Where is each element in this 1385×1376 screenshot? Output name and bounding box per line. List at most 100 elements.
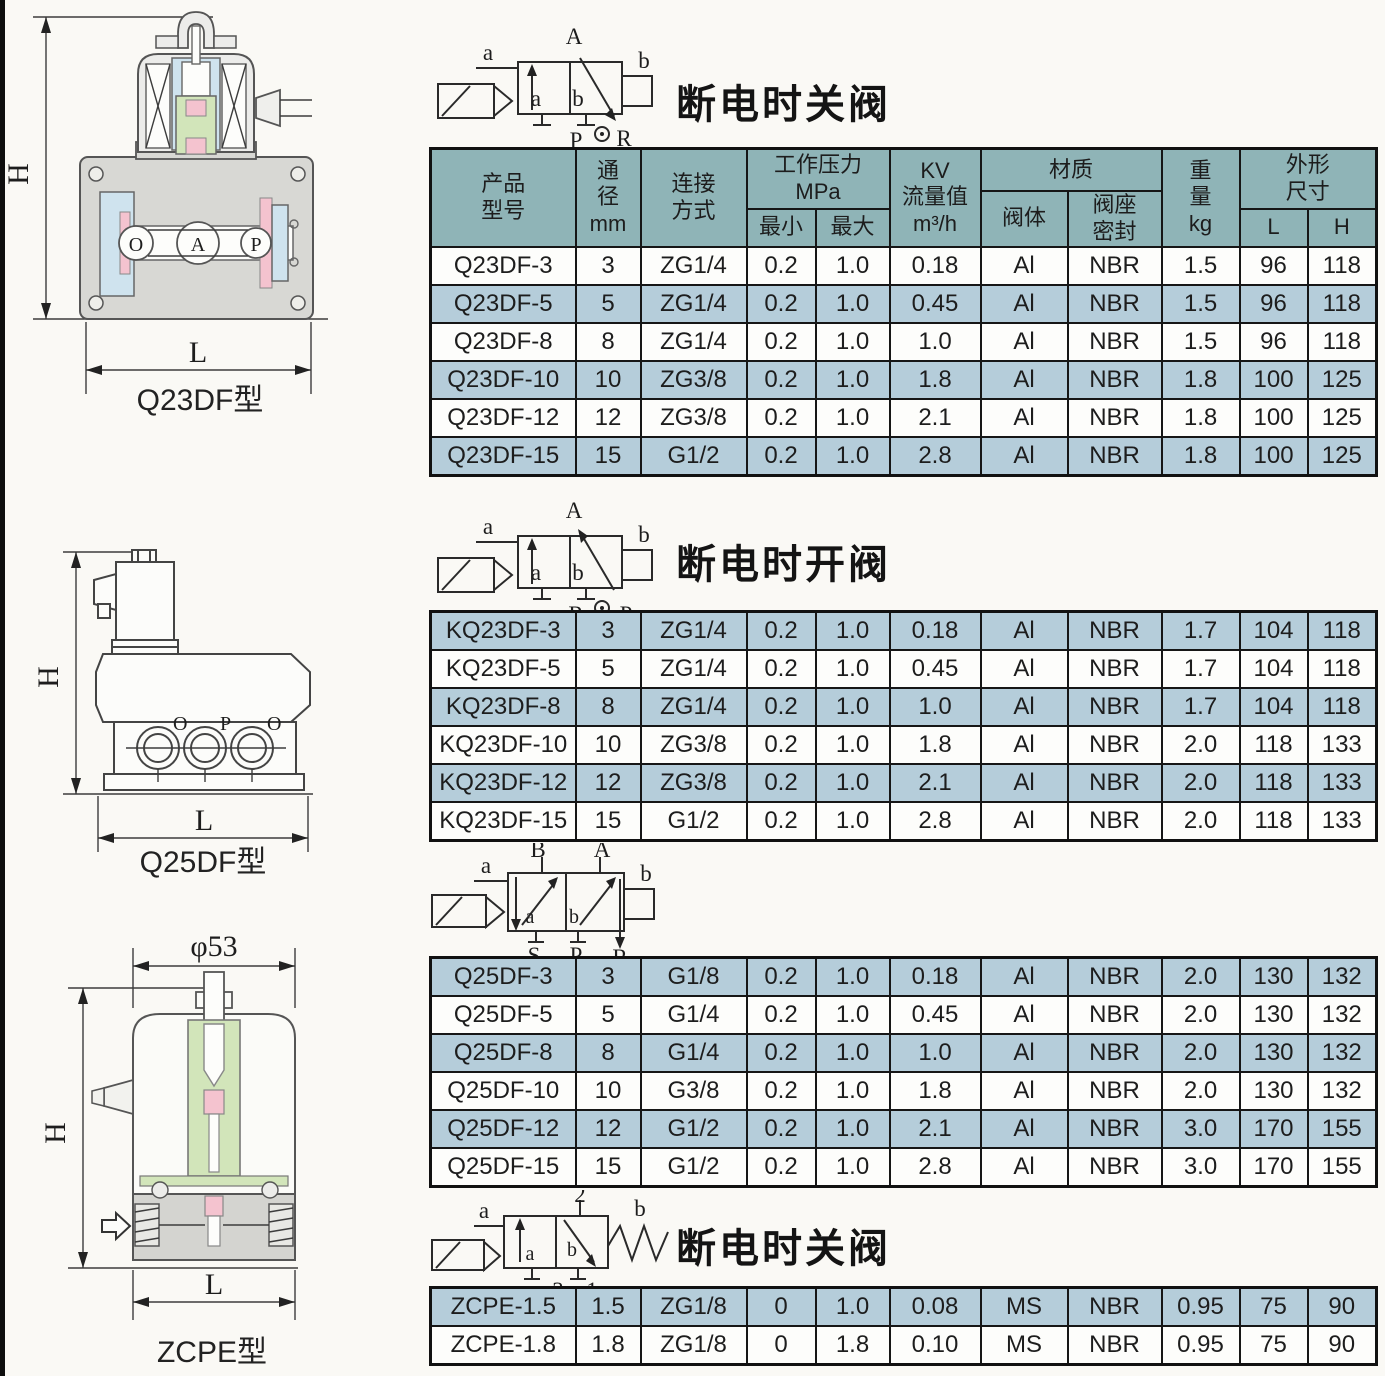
table-cell: ZG3/8: [639, 725, 748, 765]
chamber-label-a: a: [531, 86, 541, 111]
table-cell: 1.0: [814, 649, 891, 689]
table-cell: NBR: [1066, 397, 1163, 438]
table-row: ZCPE-1.5 1.5 ZG1/8 0 1.0 0.08 MS NBR 0.95 75 90: [429, 1286, 1378, 1327]
table-cell: Al: [979, 245, 1069, 286]
col-dims: 外形 尺寸: [1238, 147, 1378, 210]
table-cell: 1.0: [814, 397, 891, 438]
table-cell: G1/2: [639, 1109, 748, 1149]
col-kv: KV 流量值 m³/h: [888, 147, 982, 248]
l-dim-label: L: [195, 804, 213, 837]
table-cell: 90: [1306, 1325, 1378, 1366]
table-cell: 1.7: [1160, 610, 1241, 651]
q25df-outline-drawing: H O P O L Q25DF型: [32, 549, 313, 879]
port-label-b: b: [634, 1196, 646, 1221]
table-cell: 2.0: [1160, 995, 1241, 1035]
table-cell: KQ23DF-12: [429, 763, 577, 803]
table-cell: 5: [574, 995, 642, 1035]
table-cell: NBR: [1066, 687, 1163, 727]
table-cell: 0.45: [888, 649, 982, 689]
table-cell: Q25DF-10: [429, 1071, 577, 1111]
table-row: Q25DF-10 10 G3/8 0.2 1.0 1.8 Al NBR 2.0 130 132: [429, 1071, 1378, 1111]
table-cell: ZG3/8: [639, 359, 748, 400]
port-letter: O: [129, 234, 143, 256]
chamber-label-a: a: [531, 560, 541, 585]
table-cell: ZG3/8: [639, 397, 748, 438]
col-connection: 连接 方式: [639, 147, 748, 248]
spec-table-zcpe: ZCPE-1.5 1.5 ZG1/8 0 1.0 0.08 MS NBR 0.95 75 90 ZCP…: [429, 1286, 1378, 1366]
table-cell: MS: [979, 1286, 1069, 1327]
table-cell: 1.0: [814, 1071, 891, 1111]
drawing-caption: Q23DF型: [137, 384, 264, 417]
table-cell: 15: [574, 435, 642, 477]
table-cell: 1.0: [814, 321, 891, 362]
table-cell: 1.0: [814, 956, 891, 997]
table-cell: NBR: [1066, 1109, 1163, 1149]
table-row: Q23DF-10 10 ZG3/8 0.2 1.0 1.8 Al NBR 1.8 100 125: [429, 359, 1378, 400]
table-cell: 0.45: [888, 995, 982, 1035]
table-cell: 118: [1306, 610, 1378, 651]
table-cell: 118: [1238, 725, 1309, 765]
table-cell: ZG1/4: [639, 245, 748, 286]
table-cell: 0.95: [1160, 1286, 1241, 1327]
table-cell: 130: [1238, 1071, 1309, 1111]
table-cell: 133: [1306, 801, 1378, 842]
table-cell: 8: [574, 321, 642, 362]
pneumatic-symbol-5-2: a B A b a b S P R: [431, 843, 655, 969]
zcpe-section-drawing: φ53 H: [39, 930, 298, 1369]
table-cell: Al: [979, 687, 1069, 727]
table-cell: 100: [1238, 397, 1309, 438]
table-cell: Al: [979, 610, 1069, 651]
chamber-label-b: b: [572, 560, 584, 585]
port-label-B: B: [530, 843, 545, 862]
drawing-caption: ZCPE型: [157, 1336, 267, 1369]
table-cell: 96: [1238, 321, 1309, 362]
table-cell: 133: [1306, 725, 1378, 765]
l-dimension: L: [132, 1268, 296, 1320]
table-cell: 1.5: [574, 1286, 642, 1327]
table-cell: 118: [1306, 245, 1378, 286]
table-cell: NBR: [1066, 1325, 1163, 1366]
port-label-2: 2: [574, 1190, 586, 1207]
table-cell: 1.0: [814, 1286, 891, 1327]
table-cell: NBR: [1066, 1033, 1163, 1073]
table-cell: 130: [1238, 995, 1309, 1035]
spec-table-q25df: Q25DF-3 3 G1/8 0.2 1.0 0.18 Al NBR 2.0 130 132 Q25D…: [429, 956, 1378, 1188]
col-pressure: 工作压力 MPa: [745, 147, 891, 210]
table-cell: KQ23DF-10: [429, 725, 577, 765]
section-title: 断电时关阀: [676, 1227, 891, 1271]
l-dimension: L: [85, 322, 312, 394]
table-cell: Q25DF-5: [429, 995, 577, 1035]
port-label-a: a: [481, 853, 491, 878]
table-cell: Al: [979, 649, 1069, 689]
port-label-A: A: [566, 28, 583, 49]
table-cell: 100: [1238, 435, 1309, 477]
table-cell: 0.95: [1160, 1325, 1241, 1366]
table-cell: 5: [574, 283, 642, 324]
table-cell: NBR: [1066, 649, 1163, 689]
table-header: 产品 型号 通 径 mm 连接 方式 工作压力 MPa KV 流量值 m³/h …: [429, 147, 1378, 248]
table-cell: 125: [1306, 397, 1378, 438]
table-cell: 10: [574, 1071, 642, 1111]
table-cell: 2.0: [1160, 801, 1241, 842]
q23df-section-drawing: H O A P: [8, 11, 328, 417]
pneumatic-symbol-3-2-open: a A b a b R P: [437, 502, 653, 626]
table-cell: Q25DF-8: [429, 1033, 577, 1073]
table-cell: 12: [574, 397, 642, 438]
table-cell: MS: [979, 1325, 1069, 1366]
table-cell: ZCPE-1.8: [429, 1325, 577, 1366]
port-label-a: a: [483, 40, 493, 65]
table-cell: G1/4: [639, 1033, 748, 1073]
spec-table-kq23df: KQ23DF-3 3 ZG1/4 0.2 1.0 0.18 Al NBR 1.7 104 118 KQ…: [429, 610, 1378, 842]
table-cell: 1.7: [1160, 649, 1241, 689]
table-cell: 118: [1306, 283, 1378, 324]
l-dim-label: L: [189, 336, 207, 369]
table-cell: G1/2: [639, 801, 748, 842]
table-cell: 0.2: [745, 397, 817, 438]
table-cell: Al: [979, 283, 1069, 324]
col-material-body: 阀体: [979, 190, 1069, 248]
table-row: Q23DF-5 5 ZG1/4 0.2 1.0 0.45 Al NBR 1.5 96 118: [429, 283, 1378, 324]
table-cell: ZCPE-1.5: [429, 1286, 577, 1327]
table-cell: 1.0: [814, 435, 891, 477]
table-cell: 0.18: [888, 610, 982, 651]
table-cell: 1.8: [888, 359, 982, 400]
